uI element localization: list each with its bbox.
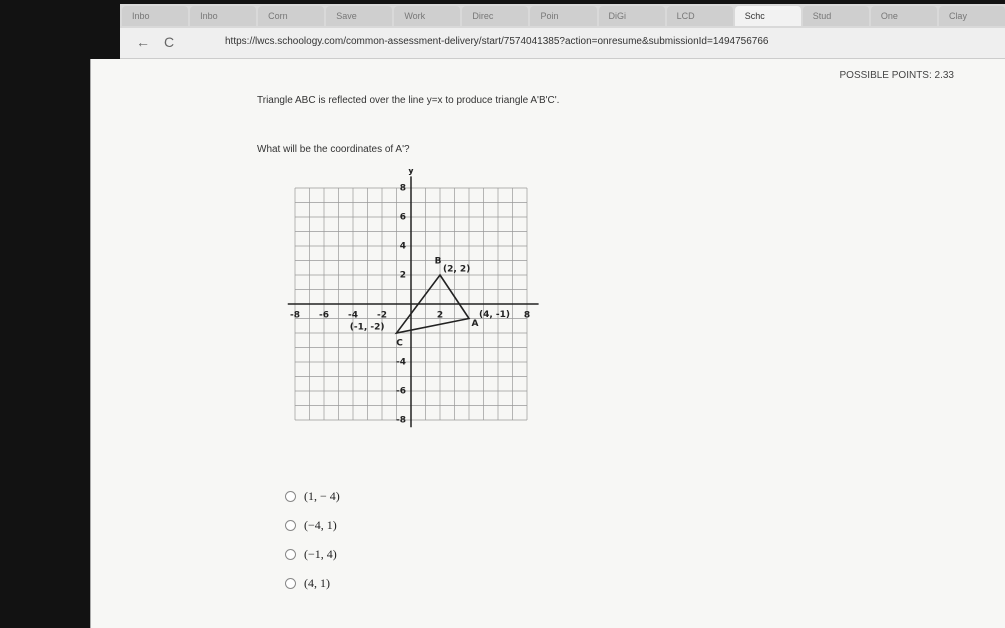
vertex-coord: (-1, -2): [350, 323, 385, 333]
option-text[interactable]: (1, − 4): [304, 489, 340, 503]
option-text[interactable]: (−4, 1): [304, 518, 337, 532]
tab[interactable]: Inbo: [122, 6, 189, 26]
option[interactable]: (−4, 1): [285, 518, 337, 533]
vertex-name: A: [472, 319, 479, 329]
radio-button[interactable]: [285, 491, 296, 502]
option[interactable]: (1, − 4): [285, 489, 340, 504]
tab[interactable]: DiGi: [598, 6, 665, 26]
y-axis-label: y: [408, 169, 414, 176]
radio-button[interactable]: [285, 549, 296, 560]
tab[interactable]: Work: [394, 6, 461, 26]
vertex-coord: (2, 2): [443, 265, 470, 275]
prompt: Triangle ABC is reflected over the line …: [257, 95, 560, 106]
nav-buttons[interactable]: ←C: [136, 34, 189, 50]
vertex-name: C: [396, 339, 403, 349]
tab[interactable]: One: [870, 6, 937, 26]
tab[interactable]: Clay: [938, 6, 1005, 26]
vertex-name: B: [435, 257, 442, 267]
vertex-coord: (4, -1): [479, 310, 510, 320]
x-tick-label: -8: [290, 311, 300, 321]
tab[interactable]: LCD: [666, 6, 733, 26]
y-tick-label: -4: [396, 358, 406, 368]
y-tick-label: 8: [400, 184, 406, 194]
tab[interactable]: Schc: [734, 6, 801, 26]
question: What will be the coordinates of A'?: [257, 144, 410, 155]
tab[interactable]: Poin: [530, 6, 597, 26]
option[interactable]: (−1, 4): [285, 547, 337, 562]
tab[interactable]: Stud: [802, 6, 869, 26]
tab[interactable]: Corn: [258, 6, 325, 26]
y-tick-label: 6: [400, 213, 406, 223]
possible-points: POSSIBLE POINTS: 2.33: [839, 70, 955, 81]
page: POSSIBLE POINTS: 2.33 Triangle ABC is re…: [90, 59, 1005, 628]
x-tick-label: 2: [437, 311, 443, 321]
x-tick-label: -6: [319, 311, 329, 321]
address-bar: ←C https://lwcs.schoology.com/common-ass…: [120, 28, 1005, 59]
tab[interactable]: Inbo: [190, 6, 257, 26]
tab[interactable]: Save: [326, 6, 393, 26]
option-text[interactable]: (4, 1): [304, 576, 330, 590]
triangle: [394, 273, 471, 335]
x-tick-label: -2: [377, 311, 387, 321]
radio-button[interactable]: [285, 578, 296, 589]
option[interactable]: (4, 1): [285, 576, 330, 591]
option-text[interactable]: (−1, 4): [304, 547, 337, 561]
y-tick-label: 4: [400, 242, 406, 252]
tab-bar: Inbo Inbo Corn Save Work Direc Poin DiGi LCD Schc…: [120, 4, 1005, 28]
y-tick-label: 2: [400, 271, 406, 281]
x-tick-label: -4: [348, 311, 358, 321]
radio-button[interactable]: [285, 520, 296, 531]
y-tick-label: -6: [396, 387, 406, 397]
url[interactable]: https://lwcs.schoology.com/common-assess…: [225, 36, 769, 47]
y-tick-label: -8: [396, 416, 406, 426]
x-tick-label: 8: [524, 311, 530, 321]
tab[interactable]: Direc: [462, 6, 529, 26]
